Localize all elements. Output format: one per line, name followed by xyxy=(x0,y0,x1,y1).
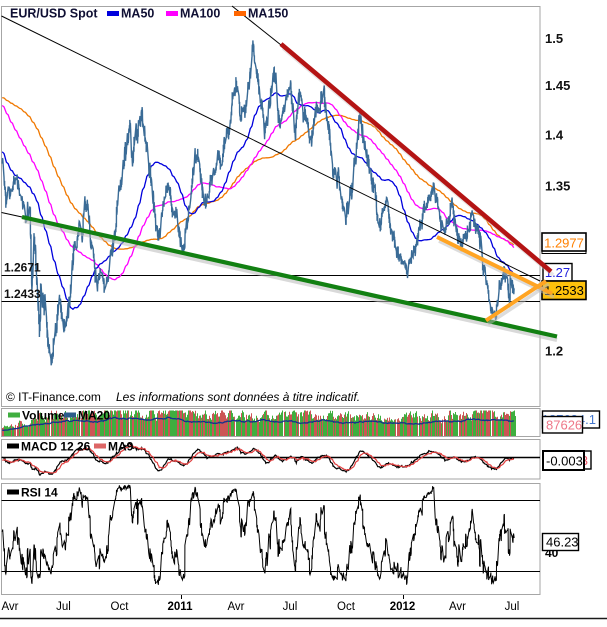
svg-text:Oct: Oct xyxy=(337,601,356,613)
svg-text:2012: 2012 xyxy=(390,601,416,613)
svg-text:Jul: Jul xyxy=(283,601,298,613)
svg-text:1.2533: 1.2533 xyxy=(544,283,584,298)
svg-text:MACD 12 26: MACD 12 26 xyxy=(21,440,91,454)
svg-text:MA50: MA50 xyxy=(121,7,154,21)
svg-text:MA150: MA150 xyxy=(248,7,288,21)
svg-text:RSI 14: RSI 14 xyxy=(21,486,58,500)
svg-text:46.23: 46.23 xyxy=(546,535,579,550)
svg-text:Avr: Avr xyxy=(1,601,18,613)
svg-text:1.4: 1.4 xyxy=(545,128,564,143)
svg-text:EUR/USD Spot: EUR/USD Spot xyxy=(10,7,98,21)
svg-text:1.35: 1.35 xyxy=(545,178,570,193)
svg-text:1.45: 1.45 xyxy=(545,78,570,93)
svg-text:Les informations sont données: Les informations sont données à titre in… xyxy=(116,390,360,404)
svg-text:Avr: Avr xyxy=(449,601,466,613)
svg-text:1.5: 1.5 xyxy=(545,31,563,46)
svg-text:1.2977: 1.2977 xyxy=(544,236,584,251)
svg-text:Avr: Avr xyxy=(227,601,244,613)
svg-text:Jul: Jul xyxy=(505,601,520,613)
svg-text:1.2433: 1.2433 xyxy=(4,287,41,301)
svg-text:1.2: 1.2 xyxy=(545,344,563,359)
svg-text:-0.003: -0.003 xyxy=(546,454,583,469)
svg-text:87626: 87626 xyxy=(546,418,582,433)
svg-text:© IT-Finance.com: © IT-Finance.com xyxy=(6,390,101,404)
svg-text:MA100: MA100 xyxy=(180,7,220,21)
svg-text:Oct: Oct xyxy=(111,601,130,613)
svg-text:MA9: MA9 xyxy=(108,440,134,454)
svg-text:1.2671: 1.2671 xyxy=(4,261,41,275)
svg-text:MA20: MA20 xyxy=(78,409,110,423)
svg-text:Volume: Volume xyxy=(22,409,65,423)
svg-text:2011: 2011 xyxy=(168,601,194,613)
svg-text:Jul: Jul xyxy=(56,601,71,613)
